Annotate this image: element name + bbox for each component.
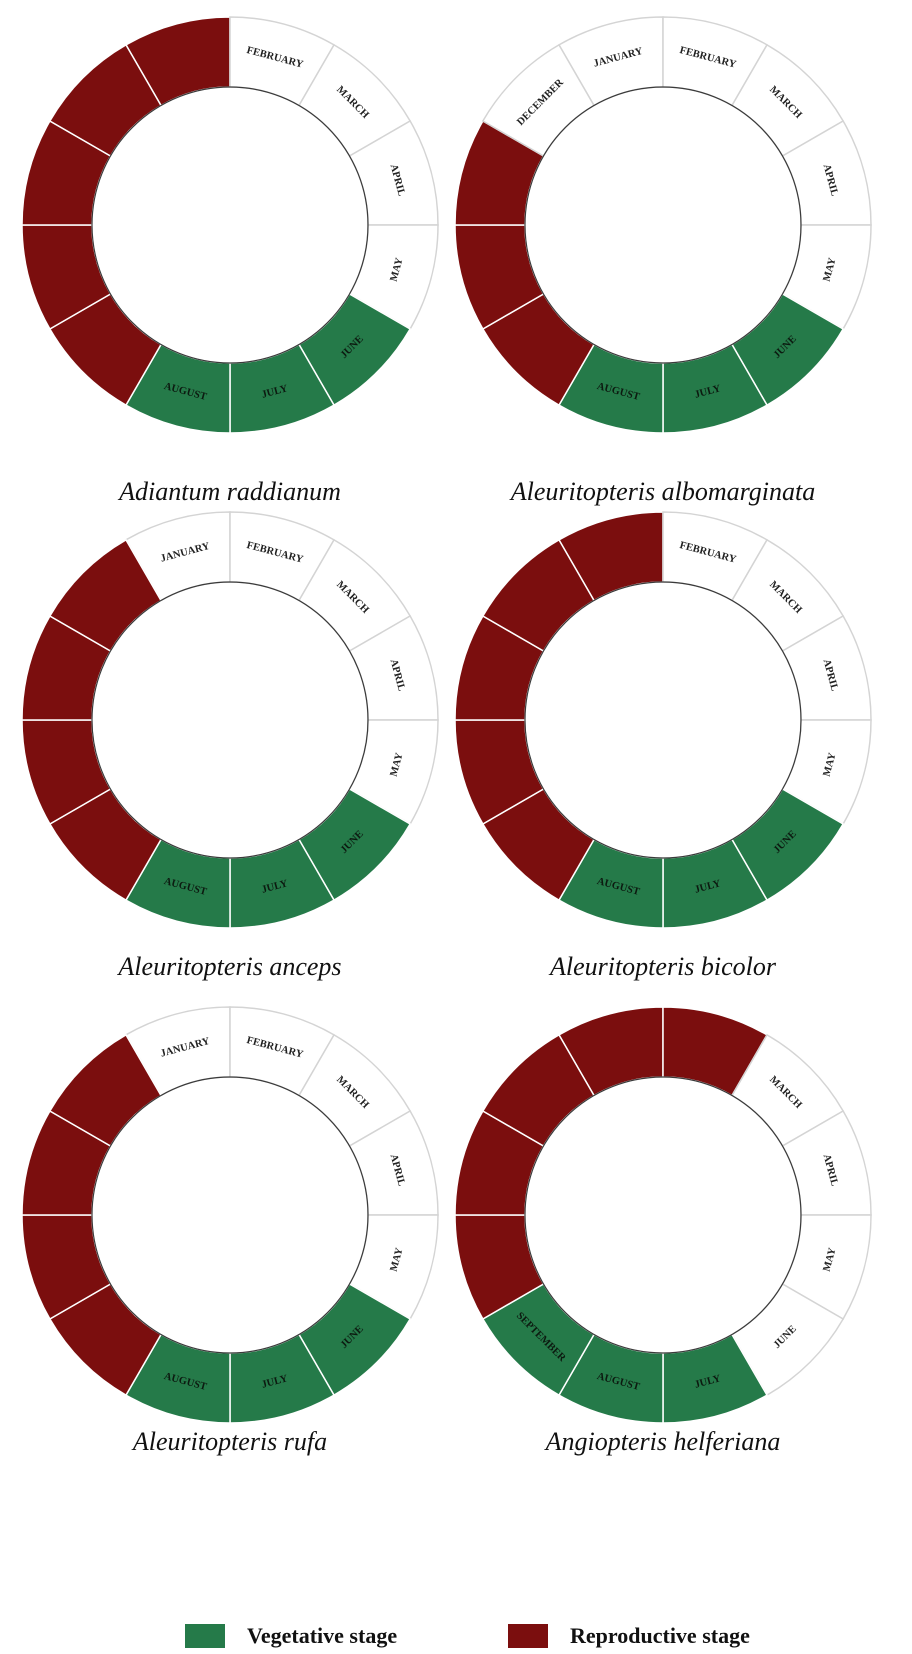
legend-vegetative-label: Vegetative stage bbox=[247, 1623, 398, 1648]
wheel-4: JANUARY FEBRUARYMARCHAPRILMAYJUNEJULYAUGU… bbox=[21, 1006, 439, 1456]
legend-vegetative: Vegetative stage bbox=[185, 1622, 397, 1650]
species-title: Angiopteris helferiana bbox=[544, 1427, 781, 1456]
legend-vegetative-swatch bbox=[185, 1624, 225, 1648]
wheel-2: JANUARY FEBRUARYMARCHAPRILMAYJUNEJULYAUGU… bbox=[21, 511, 439, 981]
inner-ring bbox=[524, 581, 802, 859]
inner-ring bbox=[91, 581, 369, 859]
legend-reproductive-label: Reproductive stage bbox=[570, 1623, 750, 1648]
species-title: Aleuritopteris albomarginata bbox=[509, 477, 816, 506]
inner-ring bbox=[91, 86, 369, 364]
species-title: Aleuritopteris bicolor bbox=[548, 952, 777, 981]
species-title: Aleuritopteris anceps bbox=[116, 952, 341, 981]
wheel-0: FEBRUARYMARCHAPRILMAYJUNEJULYAUGUSTAdian… bbox=[21, 16, 439, 506]
inner-ring bbox=[91, 1076, 369, 1354]
inner-ring bbox=[524, 86, 802, 364]
wheel-5: MARCHAPRILMAYJUNEJULYAUGUSTSEPTEMBERAngi… bbox=[454, 1006, 872, 1456]
species-title: Aleuritopteris rufa bbox=[131, 1427, 327, 1456]
wheel-1: JANUARY FEBRUARYMARCHAPRILMAYJUNEJULYAUGU… bbox=[454, 16, 872, 506]
wheel-3: FEBRUARYMARCHAPRILMAYJUNEJULYAUGUSTAleur… bbox=[454, 511, 872, 981]
legend-reproductive-swatch bbox=[508, 1624, 548, 1648]
inner-ring bbox=[524, 1076, 802, 1354]
legend-reproductive: Reproductive stage bbox=[508, 1622, 750, 1650]
species-title: Adiantum raddianum bbox=[117, 477, 341, 506]
